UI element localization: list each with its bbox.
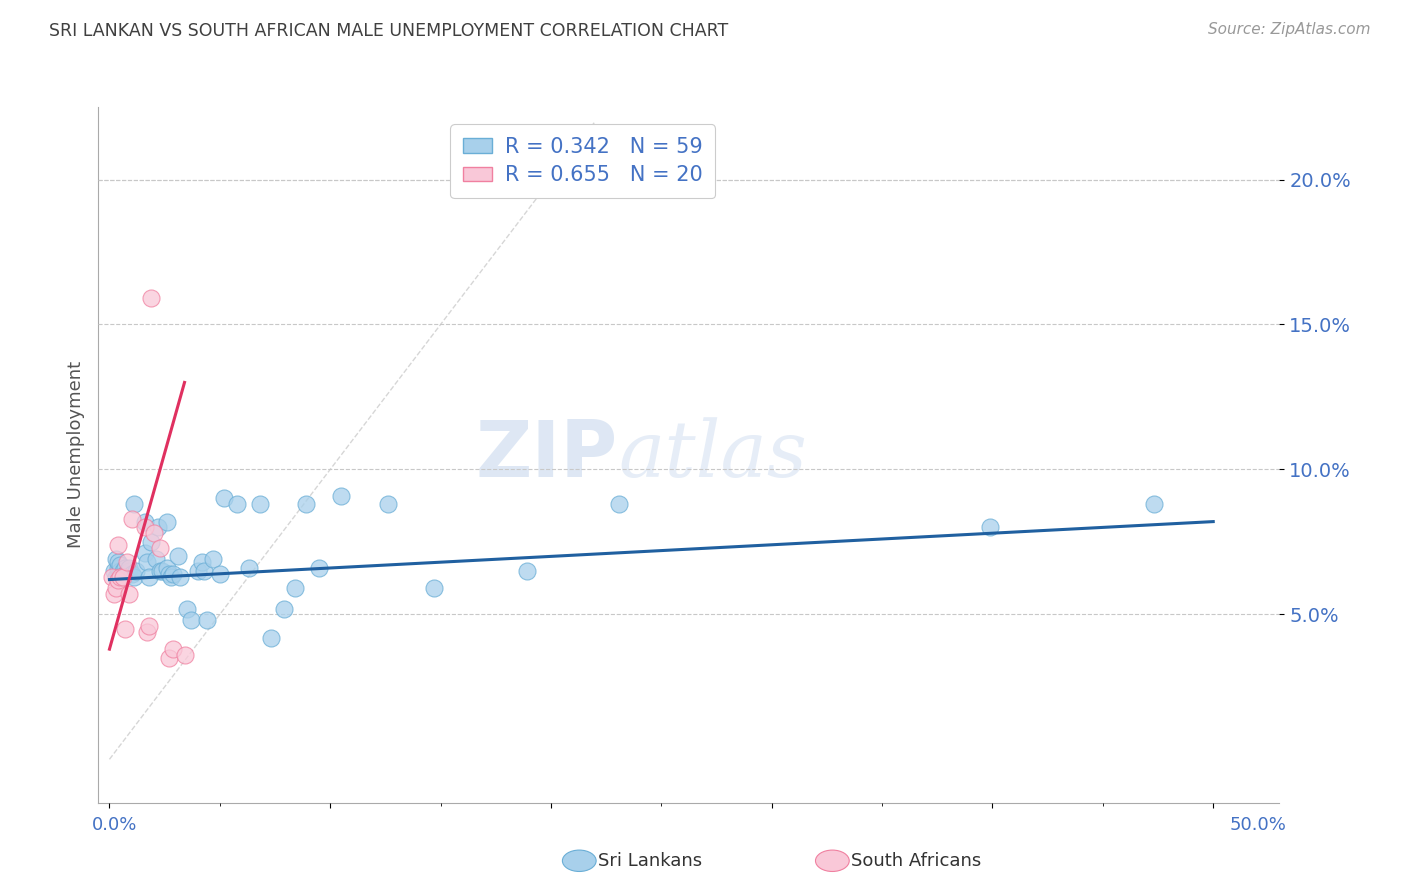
Point xyxy=(212,491,235,506)
Point xyxy=(107,538,129,552)
Point xyxy=(141,534,163,549)
Point xyxy=(103,564,125,578)
Point xyxy=(115,555,138,569)
Point xyxy=(142,526,165,541)
Point xyxy=(122,497,145,511)
Point xyxy=(167,549,190,564)
Point xyxy=(110,558,132,573)
Point xyxy=(110,570,132,584)
Point xyxy=(169,570,191,584)
Point xyxy=(103,587,125,601)
Point xyxy=(156,515,179,529)
Text: atlas: atlas xyxy=(619,417,807,493)
Point xyxy=(162,566,184,581)
Text: 50.0%: 50.0% xyxy=(1230,816,1286,834)
Point xyxy=(187,564,209,578)
Point xyxy=(110,564,132,578)
Point xyxy=(141,291,163,305)
Point xyxy=(107,555,129,569)
Circle shape xyxy=(562,850,596,871)
Point xyxy=(295,497,318,511)
Point xyxy=(111,570,134,584)
Point xyxy=(136,555,159,569)
Point xyxy=(180,613,202,627)
Point xyxy=(105,552,128,566)
Point xyxy=(173,648,195,662)
Point xyxy=(516,564,538,578)
Point xyxy=(118,564,141,578)
Point xyxy=(156,561,179,575)
Point xyxy=(134,515,156,529)
Point xyxy=(160,570,183,584)
Point xyxy=(115,566,138,581)
Point xyxy=(202,552,225,566)
Point xyxy=(259,631,281,645)
Point xyxy=(114,566,136,581)
Point xyxy=(107,573,129,587)
Point xyxy=(138,570,160,584)
Point xyxy=(1143,497,1166,511)
Point xyxy=(176,601,198,615)
Point xyxy=(149,564,172,578)
Point xyxy=(423,582,446,596)
Point xyxy=(136,624,159,639)
Point xyxy=(145,552,167,566)
Point xyxy=(121,566,143,581)
Point xyxy=(377,497,399,511)
Point xyxy=(107,561,129,575)
Point xyxy=(330,489,353,503)
Point xyxy=(118,587,141,601)
Point xyxy=(308,561,330,575)
Point xyxy=(134,546,156,561)
Point xyxy=(125,564,148,578)
Text: SRI LANKAN VS SOUTH AFRICAN MALE UNEMPLOYMENT CORRELATION CHART: SRI LANKAN VS SOUTH AFRICAN MALE UNEMPLO… xyxy=(49,22,728,40)
Point xyxy=(121,511,143,525)
Point xyxy=(134,520,156,534)
Point xyxy=(111,564,134,578)
Point xyxy=(118,561,141,575)
Text: South Africans: South Africans xyxy=(851,852,981,870)
Legend: R = 0.342   N = 59, R = 0.655   N = 20: R = 0.342 N = 59, R = 0.655 N = 20 xyxy=(450,124,714,198)
Point xyxy=(152,564,174,578)
Point xyxy=(609,497,631,511)
Point xyxy=(249,497,271,511)
Point xyxy=(273,601,295,615)
Point xyxy=(114,622,136,636)
Point xyxy=(138,619,160,633)
Point xyxy=(157,651,180,665)
Point xyxy=(208,566,231,581)
Point xyxy=(114,561,136,575)
Text: Source: ZipAtlas.com: Source: ZipAtlas.com xyxy=(1208,22,1371,37)
Point xyxy=(195,613,218,627)
Point xyxy=(238,561,260,575)
Text: Sri Lankans: Sri Lankans xyxy=(598,852,702,870)
Point xyxy=(162,642,184,657)
Point xyxy=(157,566,180,581)
Circle shape xyxy=(815,850,849,871)
Point xyxy=(149,541,172,555)
Point xyxy=(226,497,249,511)
Point xyxy=(146,520,169,534)
Text: 0.0%: 0.0% xyxy=(91,816,136,834)
Point xyxy=(979,520,1001,534)
Point xyxy=(100,570,122,584)
Point xyxy=(111,570,134,584)
Point xyxy=(284,582,307,596)
Point xyxy=(105,582,128,596)
Point xyxy=(193,564,215,578)
Point xyxy=(107,566,129,581)
Point xyxy=(191,555,214,569)
Text: ZIP: ZIP xyxy=(475,417,619,493)
Y-axis label: Male Unemployment: Male Unemployment xyxy=(66,361,84,549)
Point xyxy=(122,570,145,584)
Point xyxy=(105,570,128,584)
